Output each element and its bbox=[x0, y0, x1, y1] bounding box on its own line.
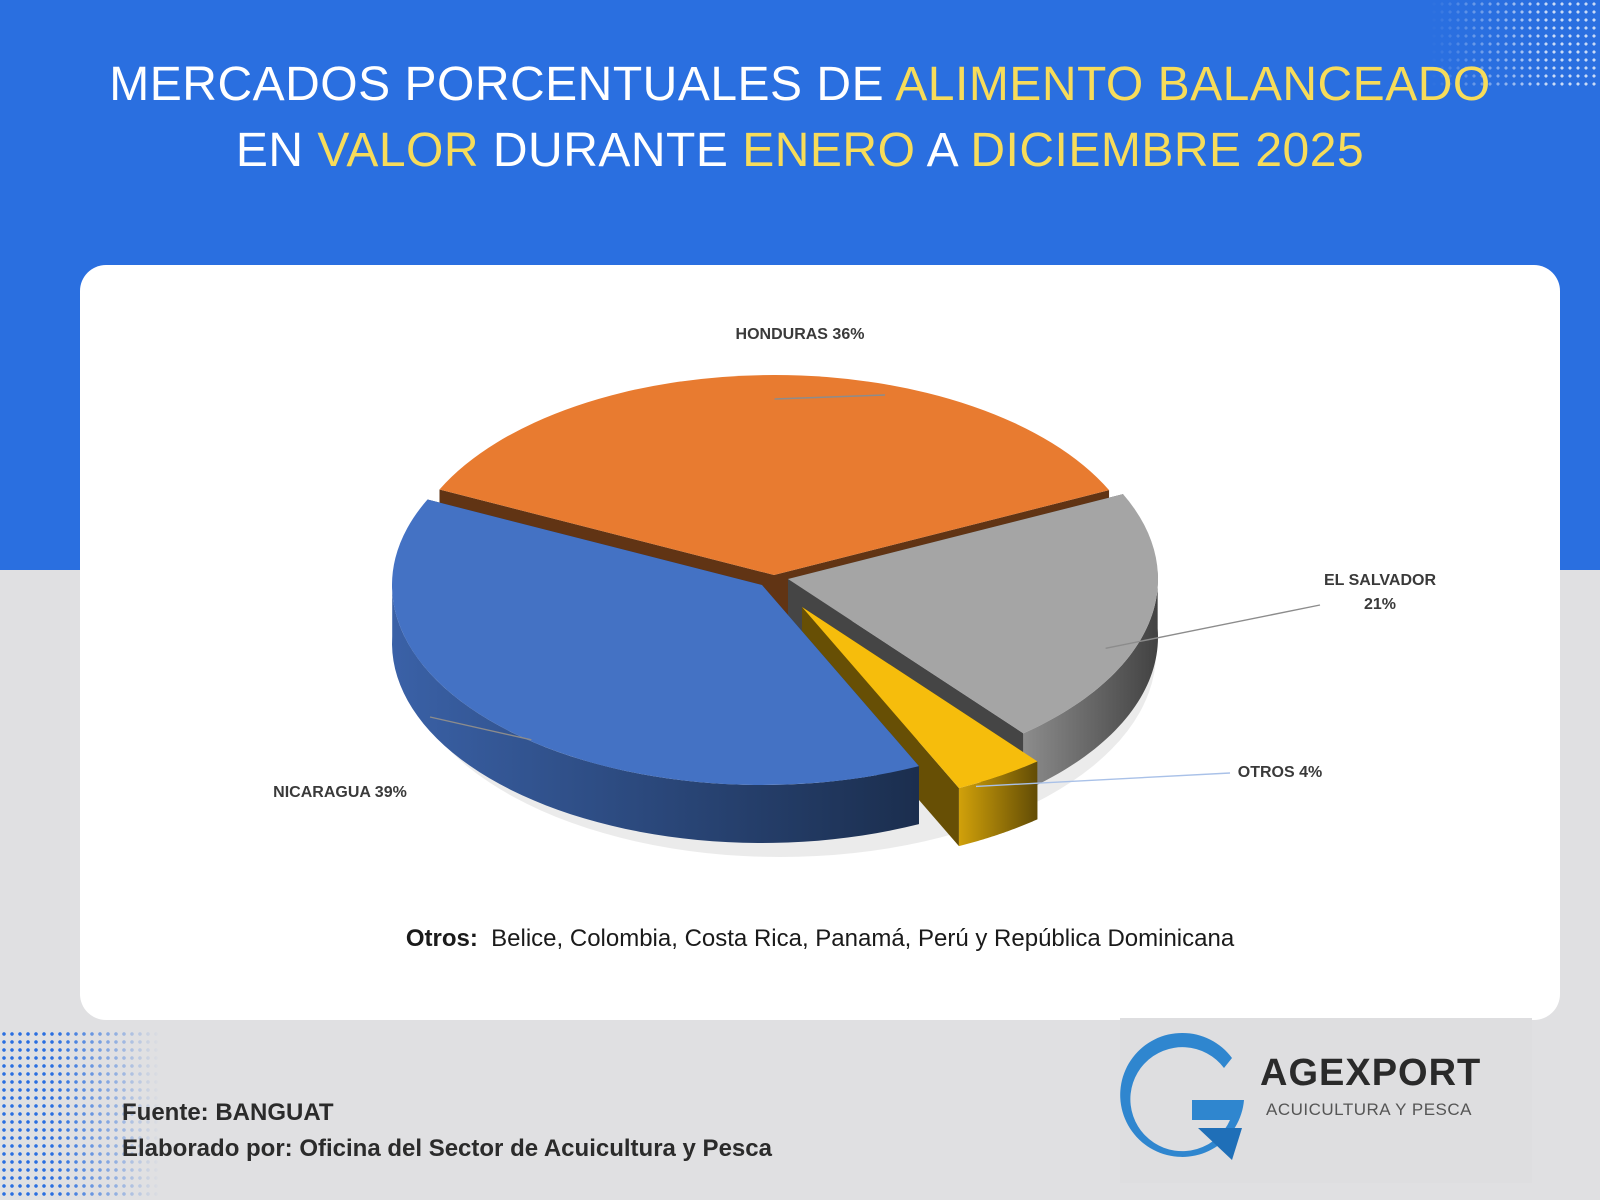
pie-slice-otros bbox=[802, 607, 1038, 789]
title-text: A bbox=[915, 124, 971, 177]
slice-label: EL SALVADOR bbox=[1324, 572, 1436, 589]
title-highlight: VALOR bbox=[317, 124, 480, 177]
slice-label: HONDURAS 36% bbox=[736, 326, 865, 343]
slice-label: NICARAGUA 39% bbox=[273, 784, 407, 801]
label-leader-line bbox=[429, 716, 532, 741]
pie-slice-side bbox=[1023, 570, 1158, 792]
otros-note-text: Belice, Colombia, Costa Rica, Panamá, Pe… bbox=[491, 925, 1235, 952]
label-leader-line bbox=[975, 772, 1231, 788]
title-text: DURANTE bbox=[479, 124, 743, 177]
chart-card: HONDURAS 36% EL SALVADOR 21% OTROS 4% NICARA… bbox=[80, 265, 1560, 1020]
agexport-logo: AGEXPORT ACUICULTURA Y PESCA bbox=[1120, 1018, 1532, 1183]
pie-slice-el-salvador bbox=[788, 494, 1158, 734]
title-text: EN bbox=[235, 124, 318, 177]
footer: Fuente: BANGUAT Elaborado por: Oficina d… bbox=[122, 1095, 772, 1167]
slice-label-value: 21% bbox=[1364, 596, 1396, 613]
title-highlight: ENERO bbox=[742, 124, 916, 177]
logo-tagline: ACUICULTURA Y PESCA bbox=[1266, 1100, 1473, 1119]
pie-slice-nicaragua bbox=[391, 499, 919, 785]
author-text: Elaborado por: Oficina del Sector de Acu… bbox=[122, 1135, 772, 1162]
label-leader-line bbox=[774, 394, 886, 400]
pie-slice-side bbox=[392, 578, 919, 843]
decorative-dots bbox=[0, 1030, 160, 1200]
decorative-dots bbox=[1430, 0, 1600, 90]
slice-label: OTROS 4% bbox=[1238, 764, 1322, 781]
agexport-g-icon bbox=[1120, 1032, 1244, 1160]
otros-note-label: Otros: bbox=[405, 925, 478, 952]
pie-chart: HONDURAS 36% EL SALVADOR 21% OTROS 4% NICARA… bbox=[273, 326, 1436, 857]
pie-slice-side bbox=[958, 761, 1038, 847]
label-leader-line bbox=[1105, 604, 1321, 650]
title-text: MERCADOS PORCENTUALES DE bbox=[109, 58, 896, 111]
page-title: MERCADOS PORCENTUALES DE ALIMENTO BALANC… bbox=[0, 52, 1600, 184]
logo-name: AGEXPORT bbox=[1260, 1052, 1482, 1094]
otros-note: Otros: Belice, Colombia, Costa Rica, Pan… bbox=[80, 925, 1560, 953]
title-highlight: ALIMENTO BALANCEADO bbox=[895, 58, 1491, 111]
pie-slice-honduras bbox=[439, 374, 1110, 575]
source-text: Fuente: BANGUAT bbox=[122, 1099, 334, 1126]
title-highlight: DICIEMBRE 2025 bbox=[970, 124, 1365, 177]
